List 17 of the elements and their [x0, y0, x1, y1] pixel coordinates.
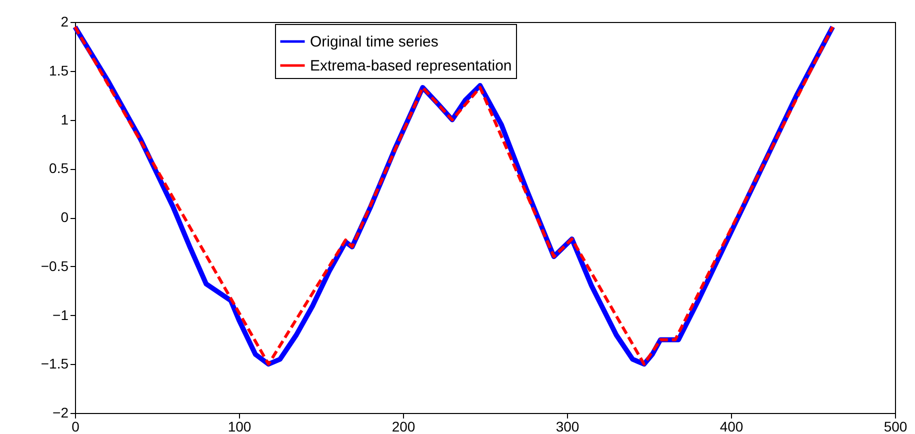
y-tick-label: −2 [52, 404, 69, 420]
x-tick-label: 500 [884, 418, 908, 434]
y-tick-label: 1.5 [49, 62, 69, 78]
legend-label: Extrema-based representation [310, 58, 512, 74]
y-tick-label: 1 [60, 111, 69, 128]
y-tick-label: −1.5 [40, 356, 69, 372]
x-tick-label: 400 [720, 418, 744, 434]
legend-label: Original time series [310, 34, 438, 50]
x-tick-label: 200 [392, 418, 416, 434]
y-tick-label: −1 [52, 306, 69, 323]
y-tick-label: 0.5 [49, 160, 69, 176]
x-tick-label: 0 [72, 418, 80, 434]
y-tick-label: −0.5 [40, 258, 69, 274]
y-tick-label: 0 [60, 209, 69, 225]
x-tick-label: 100 [228, 418, 252, 434]
y-tick-label: 2 [60, 14, 69, 30]
x-tick-label: 300 [556, 418, 580, 434]
